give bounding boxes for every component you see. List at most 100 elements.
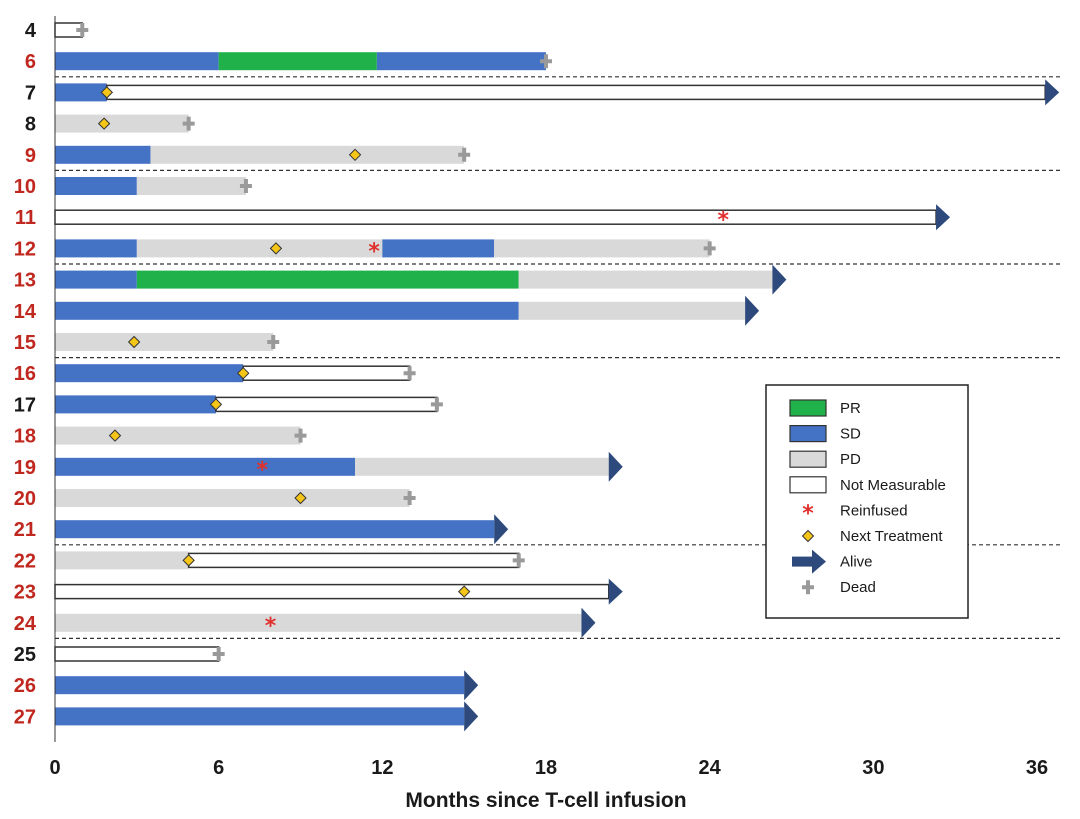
alive-arrow xyxy=(936,204,951,231)
patient-row-12: * xyxy=(55,239,716,264)
patient-label: 21 xyxy=(14,519,36,541)
patient-label: 24 xyxy=(14,613,37,635)
patient-row-17 xyxy=(55,395,443,414)
dead-cross xyxy=(403,491,416,505)
legend-item-pd: PD xyxy=(789,450,861,468)
segment-pd xyxy=(55,426,301,445)
segment-sd xyxy=(55,676,465,695)
patient-labels: 4 6 7 8 9 10 11 12 13 14 15 16 17 18 19 20 21 22 23 24 25 26 2… xyxy=(14,20,37,728)
patient-label: 20 xyxy=(14,488,36,510)
segment-pr xyxy=(218,52,377,71)
legend-symbol xyxy=(802,580,814,595)
segment-pr xyxy=(136,270,519,289)
legend-swatch xyxy=(789,476,827,494)
next-treatment-marker xyxy=(127,335,141,349)
dead-cross xyxy=(267,335,280,349)
alive-arrow xyxy=(772,264,787,295)
segment-sd xyxy=(55,707,465,726)
patient-label: 16 xyxy=(14,363,36,385)
legend-symbol xyxy=(801,529,815,543)
reinfused-marker: * xyxy=(368,239,380,264)
segment-pd xyxy=(494,239,710,258)
segment-sd xyxy=(55,457,356,476)
segment-pd xyxy=(518,270,773,289)
dead-cross xyxy=(212,647,225,661)
segment-sd xyxy=(55,520,495,539)
dead-cross xyxy=(458,147,471,162)
x-axis-title: Months since T-cell infusion xyxy=(405,789,686,812)
next-treatment-marker xyxy=(108,429,122,442)
legend: PR SD PD Not Measurable * Reinfused Next Treat… xyxy=(765,384,969,619)
legend-symbol-bar xyxy=(792,556,812,567)
segment-pd xyxy=(136,239,383,258)
patient-row-27 xyxy=(55,701,479,732)
dead-cross xyxy=(430,397,443,412)
patient-row-8 xyxy=(55,114,195,133)
legend-swatch xyxy=(789,450,827,468)
legend-item-sd: SD xyxy=(789,425,861,443)
patient-label: 12 xyxy=(14,238,36,260)
patient-row-16 xyxy=(55,364,416,383)
alive-arrow xyxy=(608,578,623,605)
x-tick-label: 12 xyxy=(371,757,393,779)
legend-label: SD xyxy=(840,426,861,443)
next-treatment-marker xyxy=(348,148,362,162)
patient-row-21 xyxy=(55,514,509,545)
legend-item-next: Next Treatment xyxy=(801,528,943,545)
patient-row-7 xyxy=(55,79,1060,106)
patient-label: 19 xyxy=(14,457,36,479)
legend-item-nm: Not Measurable xyxy=(789,476,946,494)
legend-label: PR xyxy=(840,400,861,417)
next-treatment-marker xyxy=(294,491,307,505)
legend-label: Alive xyxy=(840,554,873,571)
x-tick-label: 0 xyxy=(49,757,60,779)
segment-sd xyxy=(376,52,546,71)
patient-row-13 xyxy=(55,264,787,295)
segment-sd xyxy=(55,395,216,414)
legend-label: Next Treatment xyxy=(840,528,943,545)
patient-label: 7 xyxy=(25,82,36,104)
segment-sd xyxy=(55,239,137,258)
segment-not-measurable xyxy=(215,396,438,413)
segment-pd xyxy=(55,114,189,133)
segment-not-measurable xyxy=(54,209,937,225)
patient-label: 25 xyxy=(14,644,36,666)
legend-label: PD xyxy=(840,451,861,468)
patient-row-14 xyxy=(55,295,760,326)
next-treatment-marker xyxy=(182,554,195,567)
segment-pd xyxy=(55,333,274,351)
legend-label: Not Measurable xyxy=(840,477,946,494)
segment-pd xyxy=(55,489,410,507)
patient-row-22 xyxy=(55,551,525,570)
segment-not-measurable xyxy=(106,84,1046,101)
next-treatment-marker xyxy=(237,366,250,380)
patient-label: 13 xyxy=(14,270,36,292)
segment-pd xyxy=(355,457,609,476)
legend-swatch xyxy=(789,399,827,417)
segment-pd xyxy=(150,145,465,164)
patient-row-15 xyxy=(55,333,280,351)
patient-row-6 xyxy=(55,52,552,71)
x-tick-label: 30 xyxy=(862,757,884,779)
patient-label: 4 xyxy=(25,20,37,42)
dead-cross xyxy=(76,23,89,37)
next-treatment-marker xyxy=(100,86,114,99)
segment-sd xyxy=(55,301,519,320)
legend-swatch xyxy=(789,425,827,443)
alive-arrow xyxy=(745,295,760,326)
segment-sd xyxy=(55,145,151,164)
segment-pd xyxy=(518,301,746,320)
dead-cross xyxy=(239,179,252,193)
next-treatment-marker xyxy=(97,117,111,130)
patient-row-19: * xyxy=(55,451,623,483)
patient-row-4 xyxy=(54,22,89,38)
alive-arrow xyxy=(464,670,479,701)
patient-label: 14 xyxy=(14,301,37,323)
patient-row-9 xyxy=(55,145,471,164)
dead-cross xyxy=(512,553,525,568)
segment-not-measurable xyxy=(242,365,411,381)
segment-pd xyxy=(55,551,189,570)
patient-row-11: * xyxy=(54,204,951,233)
x-axis: 0 6 12 18 24 30 36 xyxy=(49,16,1048,779)
